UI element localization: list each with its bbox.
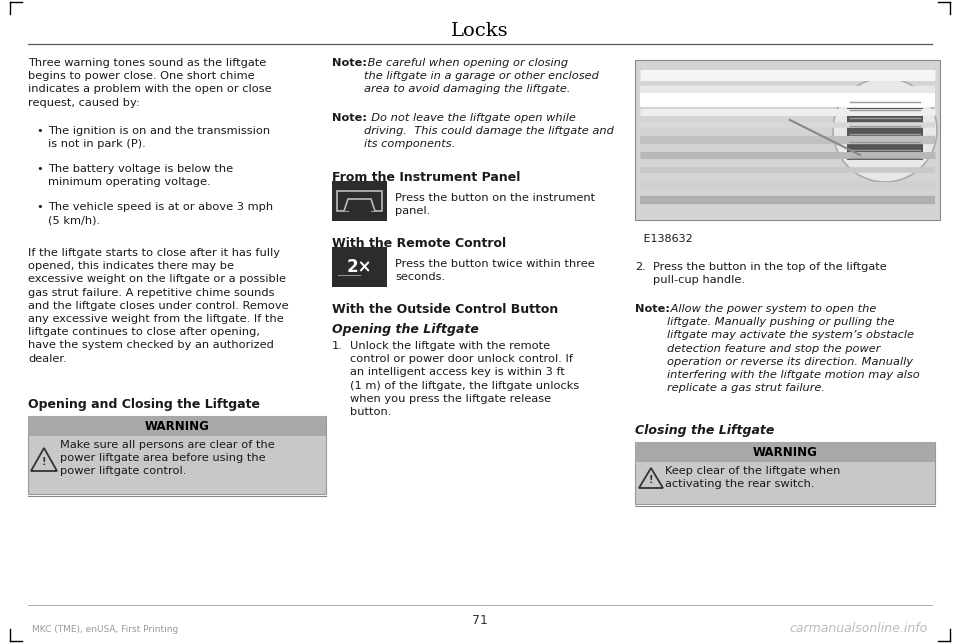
Bar — [847, 108, 923, 160]
Text: The ignition is on and the transmission
is not in park (P).: The ignition is on and the transmission … — [48, 126, 270, 149]
Text: 1.: 1. — [332, 341, 343, 351]
Text: 71: 71 — [472, 615, 488, 628]
Text: From the Instrument Panel: From the Instrument Panel — [332, 171, 520, 184]
Text: Do not leave the liftgate open while
driving.  This could damage the liftgate an: Do not leave the liftgate open while dri… — [364, 113, 613, 149]
Bar — [332, 247, 387, 287]
Text: Unlock the liftgate with the remote
control or power door unlock control. If
an : Unlock the liftgate with the remote cont… — [350, 341, 579, 417]
Bar — [28, 416, 326, 494]
Text: Closing the Liftgate: Closing the Liftgate — [635, 424, 775, 437]
Text: WARNING: WARNING — [753, 446, 817, 458]
Bar — [28, 416, 326, 436]
Text: Note:: Note: — [332, 113, 367, 123]
Text: Opening the Liftgate: Opening the Liftgate — [332, 323, 479, 336]
Text: •: • — [36, 202, 43, 212]
Bar — [635, 442, 935, 504]
Text: WARNING: WARNING — [145, 419, 209, 433]
Text: E138632: E138632 — [640, 234, 693, 244]
Text: Note:: Note: — [635, 304, 670, 314]
Text: If the liftgate starts to close after it has fully
opened, this indicates there : If the liftgate starts to close after it… — [28, 248, 289, 363]
Circle shape — [833, 78, 937, 182]
Text: Three warning tones sound as the liftgate
begins to power close. One short chime: Three warning tones sound as the liftgat… — [28, 58, 272, 107]
Text: Be careful when opening or closing
the liftgate in a garage or other enclosed
ar: Be careful when opening or closing the l… — [364, 58, 599, 95]
Text: 2×: 2× — [347, 258, 372, 276]
Text: The battery voltage is below the
minimum operating voltage.: The battery voltage is below the minimum… — [48, 164, 233, 187]
Text: Press the button in the top of the liftgate
pull-cup handle.: Press the button in the top of the liftg… — [653, 262, 887, 285]
Text: The vehicle speed is at or above 3 mph
(5 km/h).: The vehicle speed is at or above 3 mph (… — [48, 202, 274, 225]
Text: Note:: Note: — [332, 58, 367, 68]
Text: With the Remote Control: With the Remote Control — [332, 237, 506, 250]
Text: •: • — [36, 164, 43, 174]
Text: Keep clear of the liftgate when
activating the rear switch.: Keep clear of the liftgate when activati… — [665, 466, 840, 489]
Text: Make sure all persons are clear of the
power liftgate area before using the
powe: Make sure all persons are clear of the p… — [60, 440, 275, 476]
Text: !: ! — [41, 457, 46, 467]
Text: 2.: 2. — [635, 262, 646, 272]
Text: With the Outside Control Button: With the Outside Control Button — [332, 303, 559, 316]
Text: Press the button twice within three
seconds.: Press the button twice within three seco… — [395, 259, 595, 282]
Bar — [635, 442, 935, 462]
Bar — [635, 60, 940, 220]
Text: Press the button on the instrument
panel.: Press the button on the instrument panel… — [395, 193, 595, 216]
Text: •: • — [36, 126, 43, 136]
Text: !: ! — [649, 475, 653, 485]
Text: carmanualsonline.info: carmanualsonline.info — [790, 622, 928, 635]
Text: Opening and Closing the Liftgate: Opening and Closing the Liftgate — [28, 398, 260, 411]
Text: Locks: Locks — [451, 22, 509, 40]
Text: MKC (TME), enUSA, First Printing: MKC (TME), enUSA, First Printing — [32, 624, 179, 633]
Text: Allow the power system to open the
liftgate. Manually pushing or pulling the
lif: Allow the power system to open the liftg… — [667, 304, 920, 394]
Bar — [332, 181, 387, 221]
